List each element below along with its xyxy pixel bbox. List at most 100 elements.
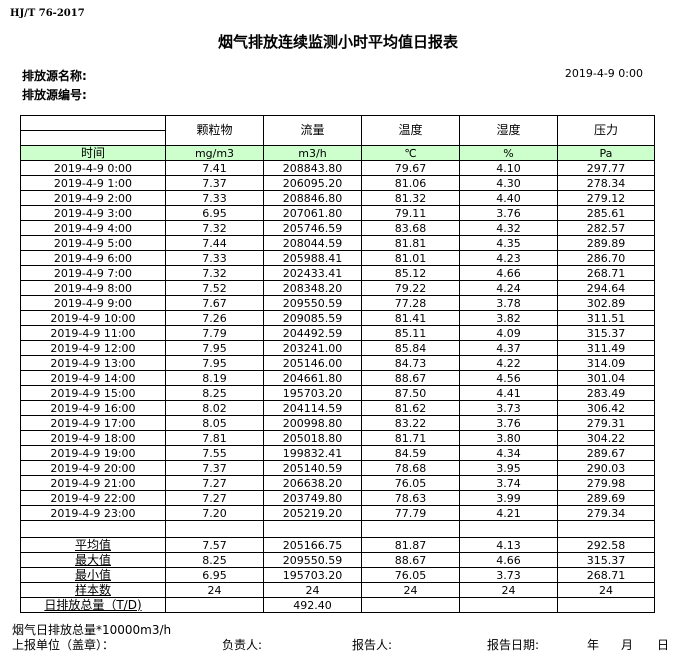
value-cell: 205988.41 [263, 250, 362, 266]
time-cell: 2019-4-9 7:00 [20, 265, 166, 281]
data-row: 2019-4-9 23:00 7.20 205219.20 77.79 4.21 279.… [20, 505, 655, 521]
data-row: 2019-4-9 22:00 7.27 203749.80 78.63 3.99 289.… [20, 490, 655, 506]
value-cell [459, 520, 558, 538]
time-cell: 2019-4-9 15:00 [20, 385, 166, 401]
summary-row: 最小值 6.95 195703.20 76.05 3.73 268.71 [20, 567, 655, 583]
value-cell: 279.34 [557, 505, 655, 521]
value-cell: 4.56 [459, 370, 558, 386]
value-cell: 314.09 [557, 355, 655, 371]
time-cell: 2019-4-9 14:00 [20, 370, 166, 386]
value-cell: 81.87 [361, 537, 460, 553]
value-cell: 7.79 [165, 325, 264, 341]
data-row: 2019-4-9 2:00 7.33 208846.80 81.32 4.40 279.1… [20, 190, 655, 206]
value-cell: 81.71 [361, 430, 460, 446]
column-header: 压力 [557, 115, 655, 146]
value-cell: 292.58 [557, 537, 655, 553]
summary-label: 样本数 [20, 582, 166, 598]
value-cell: 85.11 [361, 325, 460, 341]
unit-cell: m3/h [263, 145, 362, 161]
summary-row: 最大值 8.25 209550.59 88.67 4.66 315.37 [20, 552, 655, 568]
value-cell [557, 597, 655, 613]
value-cell: 7.55 [165, 445, 264, 461]
value-cell: 7.52 [165, 280, 264, 296]
value-cell: 7.37 [165, 460, 264, 476]
value-cell: 84.59 [361, 445, 460, 461]
column-header: 湿度 [459, 115, 558, 146]
unit-cell: Pa [557, 145, 655, 161]
value-cell: 203241.00 [263, 340, 362, 356]
value-cell: 205140.59 [263, 460, 362, 476]
value-cell: 7.95 [165, 340, 264, 356]
value-cell: 81.81 [361, 235, 460, 251]
value-cell: 268.71 [557, 265, 655, 281]
time-cell: 2019-4-9 8:00 [20, 280, 166, 296]
time-header: 时间 [20, 145, 166, 161]
value-cell: 79.67 [361, 160, 460, 176]
value-cell: 88.67 [361, 370, 460, 386]
data-row: 2019-4-9 11:00 7.79 204492.59 85.11 4.09 315.… [20, 325, 655, 341]
value-cell: 205746.59 [263, 220, 362, 236]
value-cell: 282.57 [557, 220, 655, 236]
value-cell: 195703.20 [263, 567, 362, 583]
summary-row: 日排放总量（T/D) 492.40 [20, 597, 655, 613]
value-cell: 78.68 [361, 460, 460, 476]
value-cell: 6.95 [165, 567, 264, 583]
time-cell: 2019-4-9 2:00 [20, 190, 166, 206]
time-cell: 2019-4-9 18:00 [20, 430, 166, 446]
source-name-label: 排放源名称: [22, 69, 87, 83]
value-cell: 8.25 [165, 552, 264, 568]
summary-label: 最小值 [20, 567, 166, 583]
value-cell: 24 [165, 582, 264, 598]
value-cell: 311.49 [557, 340, 655, 356]
value-cell: 304.22 [557, 430, 655, 446]
value-cell: 4.10 [459, 160, 558, 176]
value-cell: 278.34 [557, 175, 655, 191]
value-cell: 209085.59 [263, 310, 362, 326]
value-cell: 81.32 [361, 190, 460, 206]
value-cell: 7.95 [165, 355, 264, 371]
value-cell: 83.22 [361, 415, 460, 431]
value-cell: 7.32 [165, 220, 264, 236]
value-cell: 79.11 [361, 205, 460, 221]
value-cell: 3.95 [459, 460, 558, 476]
value-cell: 315.37 [557, 552, 655, 568]
value-cell: 205166.75 [263, 537, 362, 553]
value-cell [361, 597, 460, 613]
value-cell: 4.41 [459, 385, 558, 401]
value-cell: 3.99 [459, 490, 558, 506]
value-cell: 301.04 [557, 370, 655, 386]
data-row: 2019-4-9 6:00 7.33 205988.41 81.01 4.23 286.7… [20, 250, 655, 266]
value-cell [165, 597, 264, 613]
value-cell: 204492.59 [263, 325, 362, 341]
value-cell: 24 [361, 582, 460, 598]
value-cell: 8.19 [165, 370, 264, 386]
header-corner [20, 115, 166, 146]
value-cell: 279.12 [557, 190, 655, 206]
report-datetime: 2019-4-9 0:00 [564, 67, 643, 80]
value-cell: 4.40 [459, 190, 558, 206]
value-cell: 24 [459, 582, 558, 598]
value-cell: 4.30 [459, 175, 558, 191]
data-row: 2019-4-9 0:00 7.41 208843.80 79.67 4.10 297.7… [20, 160, 655, 176]
value-cell: 199832.41 [263, 445, 362, 461]
value-cell: 208846.80 [263, 190, 362, 206]
value-cell: 78.63 [361, 490, 460, 506]
value-cell: 8.25 [165, 385, 264, 401]
footer-note: 烟气日排放总量*10000m3/h [12, 623, 172, 637]
value-cell: 209550.59 [263, 295, 362, 311]
time-cell: 2019-4-9 20:00 [20, 460, 166, 476]
value-cell: 7.27 [165, 475, 264, 491]
reporting-unit-label: 上报单位（盖章）： [12, 638, 115, 652]
value-cell: 4.22 [459, 355, 558, 371]
value-cell: 87.50 [361, 385, 460, 401]
time-cell: 2019-4-9 12:00 [20, 340, 166, 356]
value-cell: 207061.80 [263, 205, 362, 221]
value-cell: 6.95 [165, 205, 264, 221]
time-cell: 2019-4-9 3:00 [20, 205, 166, 221]
value-cell: 7.81 [165, 430, 264, 446]
value-cell: 492.40 [263, 597, 362, 613]
value-cell: 8.05 [165, 415, 264, 431]
value-cell: 7.67 [165, 295, 264, 311]
value-cell: 7.37 [165, 175, 264, 191]
time-cell: 2019-4-9 6:00 [20, 250, 166, 266]
